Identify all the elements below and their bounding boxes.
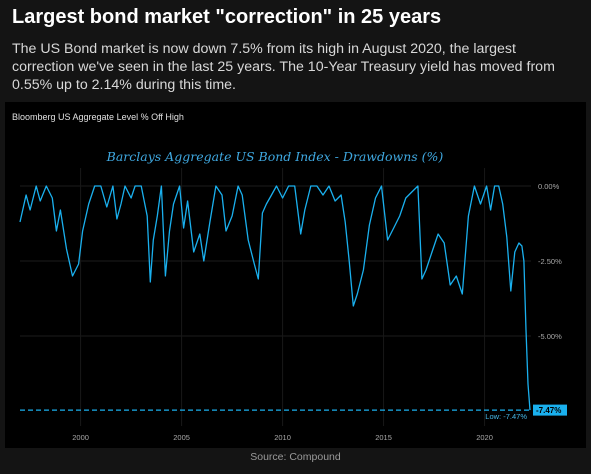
chart-panel-label: Bloomberg US Aggregate Level % Off High — [12, 112, 184, 122]
subtitle: The US Bond market is now down 7.5% from… — [12, 41, 555, 93]
source-note: Source: Compound — [250, 451, 341, 463]
headline: Largest bond market "correction" in 25 y… — [12, 6, 442, 28]
chart-panel — [5, 102, 586, 448]
y-axis: 0.00% -2.50% -5.00% — [538, 182, 562, 341]
x-tick-label: 2015 — [375, 433, 392, 442]
grid-lines — [20, 168, 531, 426]
last-value-label: -7.47% — [536, 406, 561, 415]
drawdown-series-line — [19, 185, 531, 411]
last-value-badge — [533, 404, 567, 416]
x-tick-label: 2010 — [274, 433, 291, 442]
chart-title: Barclays Aggregate US Bond Index - Drawd… — [106, 149, 444, 164]
y-tick-label: -2.50% — [538, 257, 562, 266]
x-tick-label: 2005 — [173, 433, 190, 442]
y-tick-label: 0.00% — [538, 182, 560, 191]
x-axis: 2000 2005 2010 2015 2020 — [72, 433, 493, 442]
low-reference-label: Low: -7.47% — [485, 412, 527, 421]
x-tick-label: 2000 — [72, 433, 89, 442]
y-tick-label: -5.00% — [538, 332, 562, 341]
x-tick-label: 2020 — [476, 433, 493, 442]
